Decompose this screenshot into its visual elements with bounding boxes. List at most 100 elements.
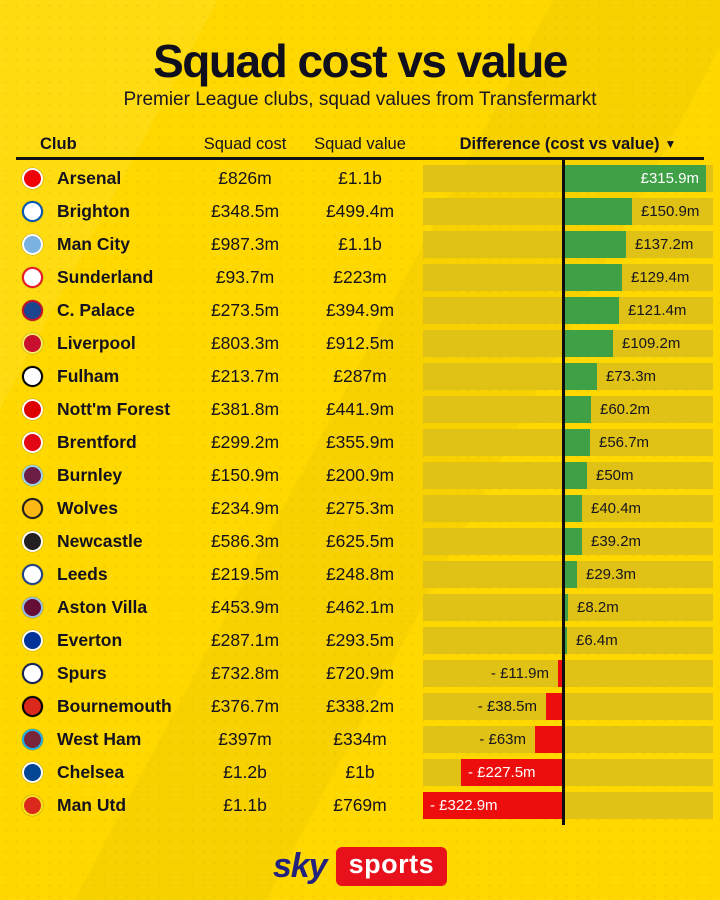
table-row: Wolves £234.9m £275.3m £40.4m (0, 492, 720, 525)
difference-bar (546, 693, 563, 720)
club-name: Newcastle (57, 531, 143, 551)
squad-value-value: £441.9m (325, 399, 395, 419)
difference-value-label: - £63m (479, 731, 526, 748)
club-crest-icon (22, 564, 43, 585)
difference-value-label: £121.4m (628, 302, 687, 319)
difference-value-label: - £322.9m (430, 797, 498, 814)
column-header-difference: Difference (cost vs value) ▼ (423, 134, 713, 154)
club-crest-icon (22, 267, 43, 288)
difference-value-label: £39.2m (591, 533, 642, 550)
club-crest-icon (22, 663, 43, 684)
difference-value-label: £60.2m (600, 401, 651, 418)
club-crest-icon (22, 366, 43, 387)
difference-bar-track: - £38.5m (423, 693, 713, 720)
club-name: Fulham (57, 366, 120, 386)
squad-value-value: £293.5m (325, 630, 395, 650)
difference-bar-track: £56.7m (423, 429, 713, 456)
difference-bar (564, 363, 597, 390)
club-name: Brentford (57, 432, 137, 452)
squad-value-value: £223m (333, 267, 387, 287)
squad-value-value: £275.3m (325, 498, 395, 518)
difference-bar: £315.9m (564, 165, 706, 192)
zero-axis-line (562, 158, 565, 825)
squad-cost-value: £234.9m (210, 498, 280, 518)
difference-value-label: £40.4m (591, 500, 642, 517)
page-subtitle: Premier League clubs, squad values from … (123, 89, 597, 110)
column-header-squad-cost: Squad cost (203, 135, 287, 153)
squad-cost-value: £376.7m (210, 696, 280, 716)
difference-bar (564, 627, 567, 654)
sky-sports-logo: sky sports (0, 845, 720, 887)
table-row: Brentford £299.2m £355.9m £56.7m (0, 426, 720, 459)
club-name: Nott'm Forest (57, 399, 171, 419)
difference-bar-track: £39.2m (423, 528, 713, 555)
club-name: Wolves (57, 498, 118, 518)
difference-bar-track: £150.9m (423, 198, 713, 225)
difference-value-label: £315.9m (640, 170, 699, 187)
table-row: Man City £987.3m £1.1b £137.2m (0, 228, 720, 261)
squad-value-value: £769m (333, 795, 387, 815)
difference-bar (564, 330, 613, 357)
club-crest-icon (22, 531, 43, 552)
difference-bar-track: £109.2m (423, 330, 713, 357)
squad-value-value: £1.1b (338, 168, 382, 188)
difference-bar-track: £73.3m (423, 363, 713, 390)
club-crest-icon (22, 333, 43, 354)
table-row: Burnley £150.9m £200.9m £50m (0, 459, 720, 492)
squad-value-value: £912.5m (325, 333, 395, 353)
squad-cost-value: £299.2m (210, 432, 280, 452)
club-name: Aston Villa (57, 597, 148, 617)
club-name: Burnley (57, 465, 123, 485)
difference-bar-track: £129.4m (423, 264, 713, 291)
column-header-squad-value: Squad value (314, 135, 406, 153)
squad-value-value: £355.9m (325, 432, 395, 452)
squad-value-value: £1.1b (338, 234, 382, 254)
header-divider-line (16, 157, 704, 160)
table-row: Sunderland £93.7m £223m £129.4m (0, 261, 720, 294)
difference-bar (564, 462, 587, 489)
squad-cost-value: £803.3m (210, 333, 280, 353)
club-crest-icon (22, 432, 43, 453)
page-title: Squad cost vs value (153, 35, 568, 87)
difference-value-label: - £38.5m (477, 698, 537, 715)
squad-cost-value: £287.1m (210, 630, 280, 650)
difference-value-label: - £11.9m (490, 665, 549, 682)
difference-value-label: £109.2m (622, 335, 681, 352)
squad-cost-value: £397m (218, 729, 272, 749)
club-name: Chelsea (57, 762, 125, 782)
club-name: Bournemouth (57, 696, 172, 716)
table-row: West Ham £397m £334m - £63m (0, 723, 720, 756)
squad-value-value: £499.4m (325, 201, 395, 221)
squad-cost-value: £381.8m (210, 399, 280, 419)
club-name: Liverpool (57, 333, 136, 353)
column-header-club: Club (40, 135, 77, 153)
club-crest-icon (22, 399, 43, 420)
difference-bar-track: £40.4m (423, 495, 713, 522)
squad-cost-value: £732.8m (210, 663, 280, 683)
squad-cost-value: £273.5m (210, 300, 280, 320)
club-crest-icon (22, 234, 43, 255)
difference-value-label: £73.3m (606, 368, 657, 385)
squad-cost-value: £1.1b (223, 795, 267, 815)
difference-bar-track: £315.9m (423, 165, 713, 192)
squad-value-value: £248.8m (325, 564, 395, 584)
squad-cost-value: £1.2b (223, 762, 267, 782)
difference-bar (564, 198, 632, 225)
difference-bar (564, 264, 622, 291)
club-crest-icon (22, 696, 43, 717)
club-crest-icon (22, 630, 43, 651)
squad-value-value: £200.9m (325, 465, 395, 485)
squad-cost-value: £219.5m (210, 564, 280, 584)
difference-bar-track: £6.4m (423, 627, 713, 654)
table-body: Arsenal £826m £1.1b £315.9m Brighton £34… (0, 162, 720, 822)
table-row: Bournemouth £376.7m £338.2m - £38.5m (0, 690, 720, 723)
squad-cost-value: £150.9m (210, 465, 280, 485)
club-name: Man City (57, 234, 130, 254)
table-row: Newcastle £586.3m £625.5m £39.2m (0, 525, 720, 558)
difference-bar (564, 561, 577, 588)
club-crest-icon (22, 300, 43, 321)
difference-value-label: - £227.5m (468, 764, 536, 781)
table-row: Chelsea £1.2b £1b - £227.5m (0, 756, 720, 789)
squad-cost-value: £826m (218, 168, 272, 188)
